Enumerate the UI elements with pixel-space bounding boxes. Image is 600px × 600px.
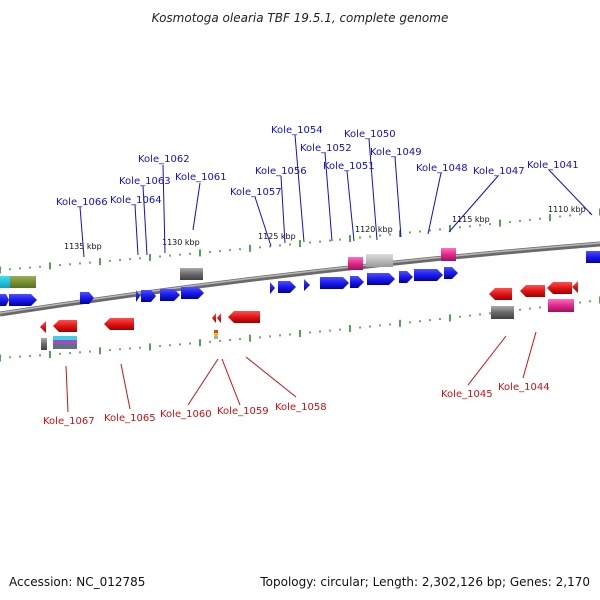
forward-gene-arrow[interactable] [160, 289, 180, 301]
forward-gene-arrow[interactable] [399, 271, 413, 283]
pseudo-gene-block[interactable] [41, 338, 47, 350]
forward-gene-arrow[interactable] [270, 282, 275, 294]
reverse-gene-arrow[interactable] [489, 288, 512, 300]
upper-scale-ticks [0, 208, 600, 274]
forward-gene-arrow[interactable] [278, 281, 296, 293]
forward-gene-arrow[interactable] [367, 273, 395, 285]
gene-label[interactable]: Kole_1041 [527, 160, 579, 171]
gene-block[interactable] [366, 254, 393, 267]
reverse-gene-arrow[interactable] [53, 320, 77, 332]
genome-summary-text: Topology: circular; Length: 2,302,126 bp… [259, 575, 590, 589]
gene-label[interactable]: Kole_1051 [323, 161, 375, 172]
reverse-gene-arrow[interactable] [217, 313, 221, 323]
forward-gene-arrow[interactable] [0, 294, 9, 306]
gene-label[interactable]: Kole_1061 [175, 172, 227, 183]
forward-gene-arrow[interactable] [586, 251, 600, 263]
rna-gene-block[interactable] [441, 248, 456, 261]
forward-gene-arrow[interactable] [80, 292, 94, 304]
scale-label: 1110 kbp [548, 205, 586, 214]
gene-label[interactable]: Kole_1054 [271, 125, 323, 136]
reverse-gene-labels: Kole_1067 Kole_1065 Kole_1060 Kole_1059 … [43, 382, 550, 427]
genome-backbone [0, 241, 600, 317]
gene-label[interactable]: Kole_1064 [110, 195, 162, 206]
gene-label[interactable]: Kole_1066 [56, 197, 108, 208]
gene-label[interactable]: Kole_1060 [160, 409, 212, 420]
forward-gene-arrow[interactable] [181, 287, 204, 299]
gene-label[interactable]: Kole_1057 [230, 187, 282, 198]
gene-label[interactable]: Kole_1052 [300, 143, 352, 154]
forward-gene-arrow[interactable] [414, 269, 443, 281]
reverse-gene-arrow[interactable] [520, 285, 545, 297]
gene-label[interactable]: Kole_1063 [119, 176, 171, 187]
scale-label: 1130 kbp [162, 238, 200, 247]
reverse-leader-lines [65, 331, 537, 413]
forward-gene-arrow[interactable] [320, 277, 349, 289]
scale-label: 1125 kbp [258, 232, 296, 241]
gene-block[interactable] [53, 344, 77, 349]
reverse-gene-arrow[interactable] [572, 281, 578, 293]
reverse-genes [40, 281, 578, 350]
gene-block[interactable] [53, 340, 77, 344]
map-title: Kosmotoga olearia TBF 19.5.1, complete g… [152, 11, 449, 25]
accession-text: Accession: NC_012785 [9, 575, 145, 589]
scale-label: 1115 kbp [452, 215, 490, 224]
gene-label[interactable]: Kole_1049 [370, 147, 422, 158]
rna-gene-block[interactable] [548, 299, 574, 312]
gene-label[interactable]: Kole_1067 [43, 416, 95, 427]
gene-label[interactable]: Kole_1050 [344, 129, 396, 140]
forward-gene-arrow[interactable] [304, 279, 310, 291]
forward-gene-arrow[interactable] [350, 276, 364, 288]
reverse-gene-arrow[interactable] [212, 313, 216, 323]
reverse-gene-arrow[interactable] [104, 318, 134, 330]
gene-block[interactable] [10, 276, 36, 288]
gene-label[interactable]: Kole_1065 [104, 413, 156, 424]
pseudo-gene-block[interactable] [491, 306, 514, 319]
gene-block[interactable] [0, 276, 10, 288]
gene-block[interactable] [214, 330, 218, 333]
gene-label[interactable]: Kole_1056 [255, 166, 307, 177]
rna-gene-block[interactable] [348, 257, 363, 270]
gene-label[interactable]: Kole_1047 [473, 166, 525, 177]
reverse-gene-arrow[interactable] [547, 282, 572, 294]
gene-block[interactable] [214, 336, 218, 339]
pseudo-gene-block[interactable] [180, 268, 203, 280]
gene-block[interactable] [53, 336, 77, 340]
reverse-gene-arrow[interactable] [228, 311, 260, 323]
forward-leader-lines [79, 134, 593, 258]
gene-label[interactable]: Kole_1058 [275, 402, 327, 413]
reverse-gene-arrow[interactable] [40, 321, 46, 333]
gene-label[interactable]: Kole_1059 [217, 406, 269, 417]
forward-gene-labels: Kole_1066 Kole_1064 Kole_1063 Kole_1062 … [56, 125, 579, 208]
gene-label[interactable]: Kole_1062 [138, 154, 190, 165]
gene-label[interactable]: Kole_1045 [441, 389, 493, 400]
scale-label: 1120 kbp [355, 225, 393, 234]
forward-genes [0, 248, 600, 306]
gene-label[interactable]: Kole_1044 [498, 382, 550, 393]
forward-gene-arrow[interactable] [141, 290, 156, 302]
gene-block[interactable] [214, 333, 218, 336]
forward-gene-arrow[interactable] [444, 267, 458, 279]
forward-gene-arrow[interactable] [9, 294, 37, 306]
gene-label[interactable]: Kole_1048 [416, 163, 468, 174]
forward-gene-arrow[interactable] [136, 290, 140, 302]
